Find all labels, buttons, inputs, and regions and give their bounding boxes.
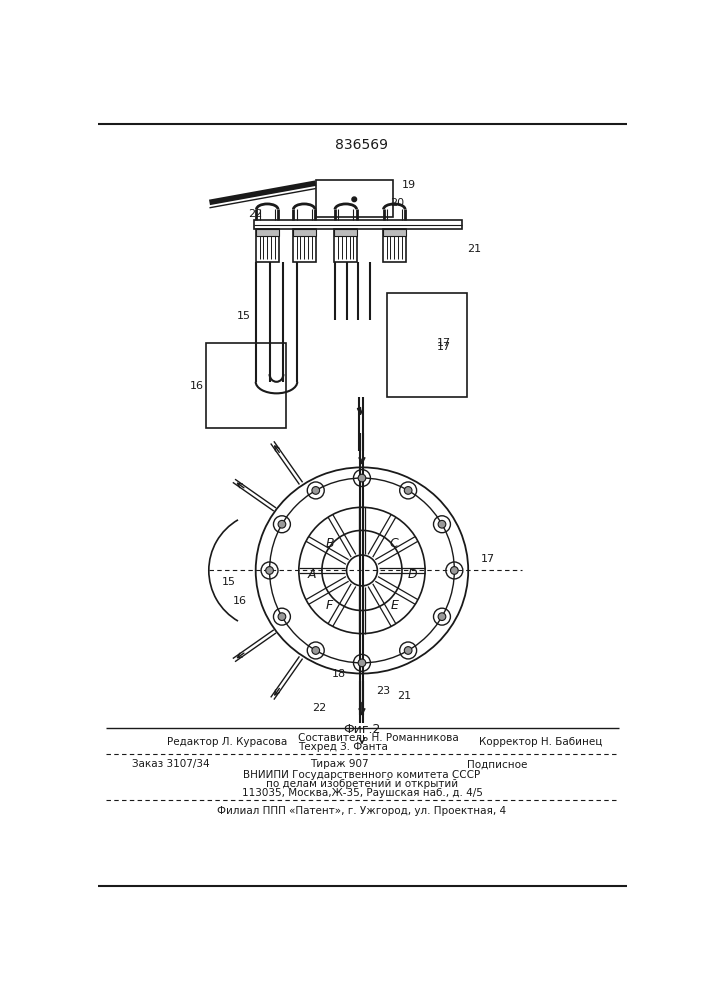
Text: B: B (325, 537, 334, 550)
Text: 15: 15 (222, 577, 235, 587)
Text: Подписное: Подписное (467, 759, 528, 769)
Text: Заказ 3107/34: Заказ 3107/34 (132, 759, 210, 769)
Bar (293, 229, 316, 262)
Bar (293, 229, 316, 235)
Text: 17: 17 (438, 342, 451, 352)
Circle shape (358, 474, 366, 482)
Text: 16: 16 (190, 381, 204, 391)
Text: Составитель Н. Романникова: Составитель Н. Романникова (298, 733, 459, 743)
Circle shape (278, 613, 286, 620)
Text: E: E (390, 599, 398, 612)
Text: 19: 19 (402, 180, 416, 190)
Text: 23: 23 (376, 686, 390, 696)
Text: 22: 22 (249, 209, 263, 219)
Text: по делам изобретений и открытий: по делам изобретений и открытий (266, 779, 458, 789)
Text: D: D (407, 568, 417, 581)
Circle shape (312, 487, 320, 494)
Text: 20: 20 (390, 198, 404, 208)
Text: 836569: 836569 (335, 138, 388, 152)
Bar (316, 180, 393, 217)
Circle shape (404, 647, 412, 654)
Bar (206, 343, 286, 428)
Text: 17: 17 (437, 338, 451, 348)
Circle shape (438, 613, 446, 620)
Bar (334, 229, 357, 235)
Circle shape (266, 567, 274, 574)
Text: 16: 16 (233, 596, 247, 606)
Text: Редактор Л. Курасова: Редактор Л. Курасова (167, 737, 287, 747)
Bar (256, 229, 279, 262)
Text: Тираж 907: Тираж 907 (310, 759, 368, 769)
Circle shape (278, 520, 286, 528)
Text: Техред З. Фанта: Техред З. Фанта (298, 742, 388, 752)
Bar (382, 229, 406, 235)
Text: Фиг.2: Фиг.2 (344, 723, 380, 736)
Text: 15: 15 (237, 311, 251, 321)
Text: Корректор Н. Бабинец: Корректор Н. Бабинец (479, 737, 602, 747)
Bar (254, 220, 462, 229)
Text: F: F (326, 599, 333, 612)
Text: 22: 22 (312, 703, 327, 713)
Text: 21: 21 (467, 244, 481, 254)
Text: 18: 18 (332, 669, 346, 679)
Bar (256, 229, 279, 235)
Text: 113035, Москва,Ж-35, Раушская наб., д. 4/5: 113035, Москва,Ж-35, Раушская наб., д. 4… (242, 788, 482, 798)
Bar (382, 229, 406, 262)
Circle shape (404, 487, 412, 494)
Text: ВНИИПИ Государственного комитета СССР: ВНИИПИ Государственного комитета СССР (243, 770, 481, 780)
Circle shape (438, 520, 446, 528)
Text: C: C (390, 537, 399, 550)
Circle shape (450, 567, 458, 574)
Circle shape (358, 659, 366, 667)
Circle shape (352, 197, 356, 202)
Circle shape (312, 647, 320, 654)
Text: A: A (308, 568, 316, 581)
Text: 21: 21 (397, 691, 411, 701)
Text: 17: 17 (480, 554, 494, 564)
Bar (387, 293, 467, 397)
Text: Филиал ППП «Патент», г. Ужгород, ул. Проектная, 4: Филиал ППП «Патент», г. Ужгород, ул. Про… (217, 806, 506, 816)
Bar (334, 229, 357, 262)
